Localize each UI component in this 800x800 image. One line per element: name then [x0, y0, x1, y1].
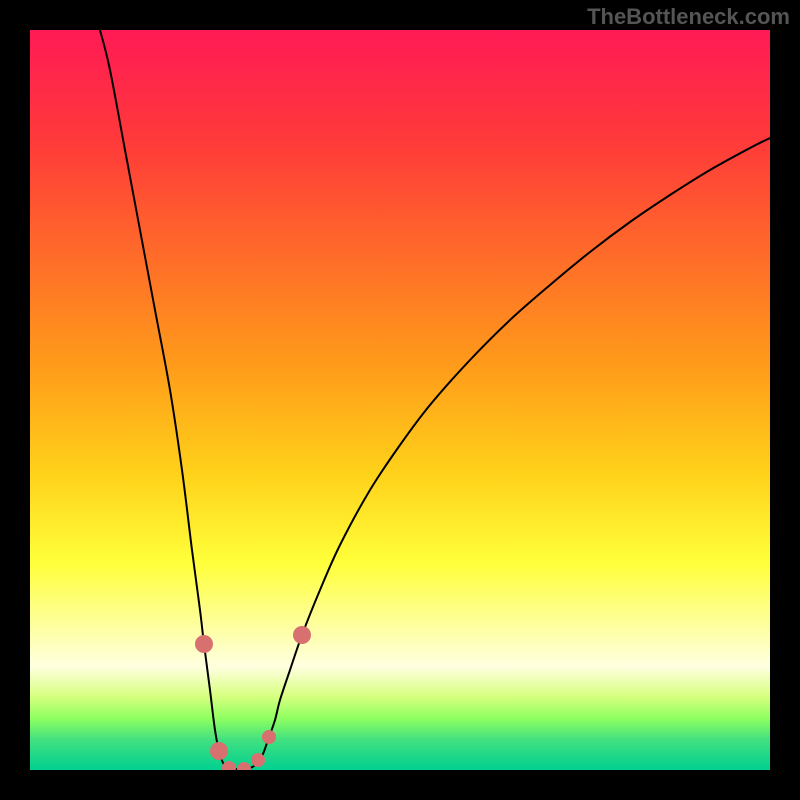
- curve-marker: [251, 753, 265, 767]
- gradient-background: [30, 30, 770, 770]
- curve-marker: [210, 742, 228, 760]
- plot-area: [30, 30, 770, 770]
- curve-marker: [262, 730, 276, 744]
- curve-marker: [293, 626, 311, 644]
- chart-svg: [30, 30, 770, 770]
- curve-marker: [195, 635, 213, 653]
- watermark-text: TheBottleneck.com: [587, 4, 790, 30]
